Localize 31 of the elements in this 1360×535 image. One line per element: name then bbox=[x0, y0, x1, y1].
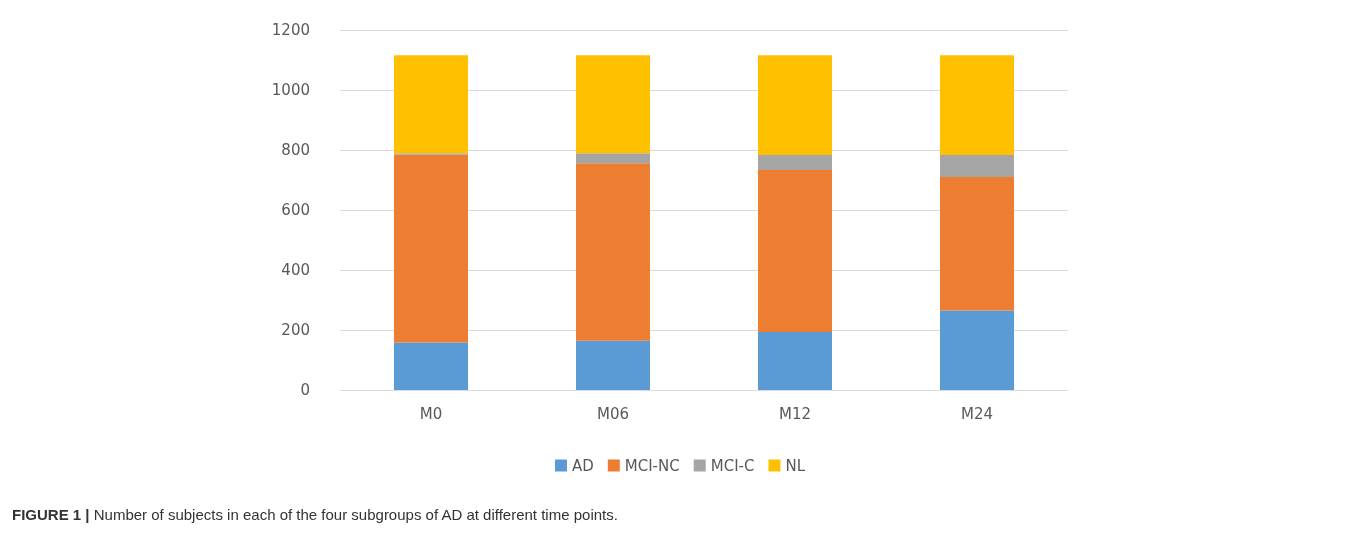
bar bbox=[576, 163, 650, 341]
caption: FIGURE 1 | Number of subjects in each of the four subgroups of AD at different time points. bbox=[12, 506, 618, 523]
bar bbox=[576, 340, 650, 390]
y-tick-label: 800 bbox=[281, 141, 310, 159]
bar bbox=[758, 155, 832, 171]
y-tick-label: 200 bbox=[281, 321, 310, 339]
y-tick-label: 600 bbox=[281, 201, 310, 219]
x-tick-label: M12 bbox=[778, 404, 812, 423]
bar bbox=[394, 154, 468, 343]
legend-label: MCI-C bbox=[710, 456, 755, 475]
bar bbox=[940, 55, 1014, 156]
bar bbox=[758, 55, 832, 156]
y-tick-label: 1200 bbox=[271, 21, 310, 39]
bar bbox=[758, 332, 832, 390]
x-tick-label: M06 bbox=[596, 404, 630, 423]
y-tick-label: 0 bbox=[300, 381, 310, 399]
x-tick-label: M0 bbox=[419, 404, 443, 423]
bar bbox=[758, 170, 832, 333]
legend-label: NL bbox=[785, 456, 806, 475]
legend-label: MCI-NC bbox=[624, 456, 680, 475]
bar bbox=[576, 55, 650, 154]
bar bbox=[940, 310, 1014, 390]
y-tick-label: 1000 bbox=[271, 81, 310, 99]
bar bbox=[394, 55, 468, 154]
x-tick-label: M24 bbox=[960, 404, 994, 423]
y-tick-label: 400 bbox=[281, 261, 310, 279]
legend-label: AD bbox=[571, 456, 594, 475]
bar bbox=[576, 153, 650, 164]
bar bbox=[940, 155, 1014, 177]
bar bbox=[394, 342, 468, 390]
bar bbox=[940, 177, 1014, 311]
